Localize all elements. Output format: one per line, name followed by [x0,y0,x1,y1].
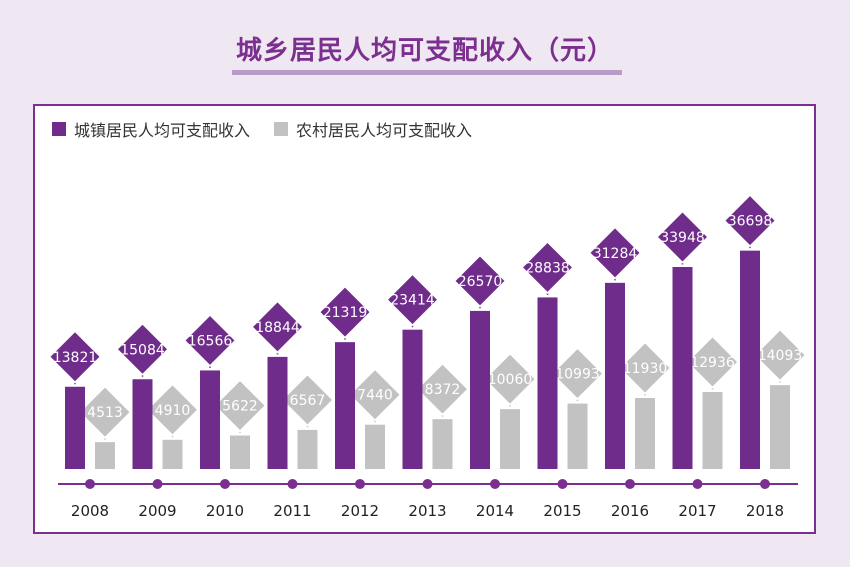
x-tick-label: 2015 [543,502,581,520]
urban-diamond [453,254,507,308]
rural-bar [702,392,723,469]
urban-value-label: 33948 [660,230,705,246]
urban-value-label: 36698 [728,214,773,230]
legend-swatch-urban [52,122,66,136]
rural-bar [230,435,250,469]
urban-bar [335,342,355,469]
urban-value-label: 23414 [390,293,435,309]
x-tick-label: 2012 [341,502,379,520]
rural-diamond [78,385,132,439]
rural-diamond [213,378,267,433]
x-tick-label: 2009 [138,502,176,520]
urban-value-label: 18844 [255,320,300,336]
urban-diamond [655,210,710,264]
title-underline [232,70,622,75]
urban-diamond [115,322,170,376]
rural-bar [432,419,453,469]
x-axis-tick [625,479,635,489]
rural-value-label: 14093 [758,348,803,364]
urban-bar [605,282,625,469]
rural-bar [635,398,655,469]
urban-diamond [723,194,777,248]
rural-value-label: 4910 [155,403,191,419]
rural-value-label: 7440 [357,388,393,404]
urban-bar [672,267,693,469]
rural-diamond [280,373,335,427]
urban-bar [740,250,760,469]
urban-bar [402,329,423,469]
urban-bar [65,386,85,469]
x-axis-tick [557,479,568,489]
rural-value-label: 11930 [623,361,668,377]
x-tick-label: 2010 [206,502,244,520]
rural-value-label: 4513 [87,405,123,421]
urban-diamond [250,300,305,354]
rural-value-label: 12936 [690,355,735,371]
x-tick-label: 2008 [71,502,109,520]
urban-value-label: 15084 [120,342,165,358]
rural-diamond [415,362,470,416]
x-axis-tick [220,479,230,489]
legend-swatch-rural [274,122,289,136]
legend-label-urban: 城镇居民人均可支配收入 [74,121,251,140]
rural-diamond [753,328,807,382]
urban-bar [537,297,558,469]
rural-diamond [145,383,200,437]
urban-bar [267,356,288,469]
urban-value-label: 28838 [525,260,570,276]
urban-diamond [318,285,372,339]
x-axis-tick [85,479,95,489]
rural-diamond [618,341,672,395]
legend-label-rural: 农村居民人均可支配收入 [296,121,473,140]
urban-bar [200,370,220,469]
x-tick-label: 2011 [273,502,311,520]
rural-bar [500,409,520,469]
chart-title: 城乡居民人均可支配收入（元） [235,36,614,66]
rural-value-label: 6567 [290,393,326,409]
legend-item-urban: 城镇居民人均可支配收入 [52,117,250,141]
legend-item-rural: 农村居民人均可支配收入 [274,117,472,141]
x-axis-tick [692,479,703,489]
x-axis-tick [490,479,500,489]
urban-bar [470,310,490,469]
urban-bar [132,379,153,469]
rural-diamond [550,347,605,401]
urban-diamond [48,330,102,384]
x-axis-tick [760,479,770,489]
x-axis-tick [355,479,365,489]
x-axis-tick [152,479,163,489]
urban-diamond [588,226,642,280]
rural-diamond [483,352,537,406]
rural-diamond [685,335,740,389]
rural-bar [162,439,183,469]
x-tick-label: 2018 [746,502,784,520]
urban-diamond [520,240,575,294]
legend: 城镇居民人均可支配收入 农村居民人均可支配收入 [52,118,496,140]
rural-value-label: 10993 [555,367,600,383]
rural-value-label: 10060 [488,372,533,388]
x-axis-tick [287,479,298,489]
x-tick-label: 2016 [611,502,649,520]
urban-diamond [183,313,237,367]
x-tick-label: 2017 [678,502,716,520]
x-axis-tick [422,479,433,489]
urban-value-label: 16566 [188,333,233,349]
rural-diamond [348,368,402,422]
rural-bar [365,424,385,469]
rural-bar [770,385,790,469]
rural-value-label: 8372 [425,382,461,398]
urban-value-label: 13821 [53,350,98,366]
urban-value-label: 21319 [323,305,368,321]
urban-diamond [385,273,440,327]
rural-bar [297,429,318,469]
rural-bar [95,442,115,469]
urban-value-label: 31284 [593,246,638,262]
x-tick-label: 2013 [408,502,446,520]
rural-value-label: 5622 [222,399,258,415]
urban-value-label: 26570 [458,274,503,290]
rural-bar [567,403,588,469]
x-tick-label: 2014 [476,502,514,520]
